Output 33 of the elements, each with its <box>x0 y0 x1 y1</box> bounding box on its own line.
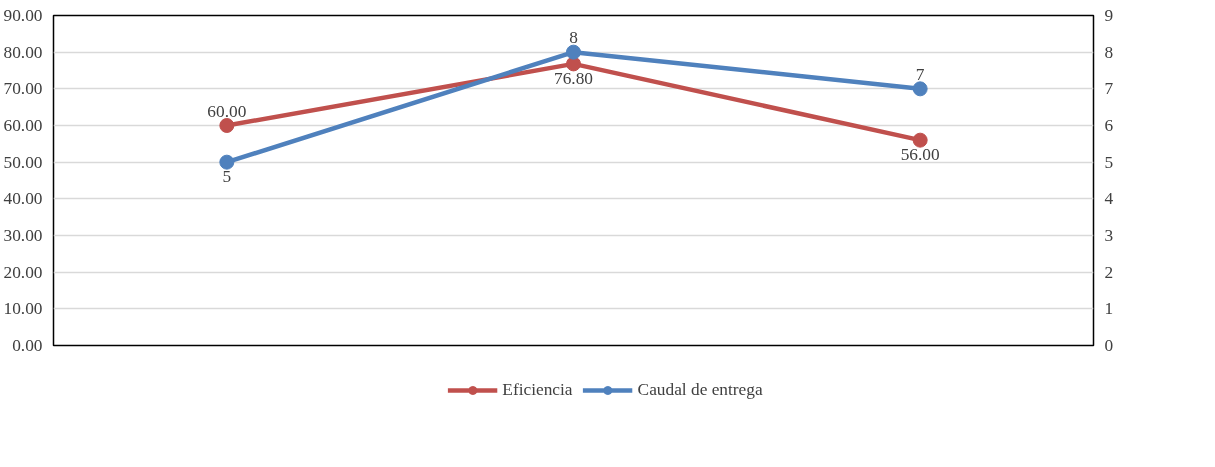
y-tick-label: 90.00 <box>3 6 43 25</box>
y-tick-label: 0.00 <box>12 336 43 355</box>
data-label: 56.00 <box>900 145 940 165</box>
y2-tick-label: 7 <box>1104 79 1114 99</box>
point <box>219 154 235 170</box>
legend-label: Eficiencia <box>502 380 573 400</box>
y2-tick-label: 3 <box>1104 226 1114 245</box>
point <box>912 81 928 97</box>
y-tick-label: 10.00 <box>3 299 43 319</box>
data-label: 7 <box>915 64 925 84</box>
data-label: 5 <box>222 167 232 187</box>
point <box>566 44 581 60</box>
data-label: 60.00 <box>207 101 247 121</box>
y2-tick-label: 5 <box>1104 152 1114 172</box>
y-tick-label: 50.00 <box>3 152 43 172</box>
y2-tick-label: 9 <box>1104 6 1114 25</box>
y2-tick-label: 2 <box>1104 262 1114 282</box>
point <box>219 118 235 133</box>
point <box>912 132 928 148</box>
y-tick-label: 20.00 <box>3 262 43 282</box>
y2-tick-label: 4 <box>1104 189 1114 209</box>
y2-tick-label: 0 <box>1104 336 1114 355</box>
y-tick-label: 80.00 <box>3 42 43 62</box>
y-tick-label: 40.00 <box>3 189 43 209</box>
y2-tick-label: 6 <box>1104 116 1114 135</box>
data-label: 76.80 <box>554 68 594 88</box>
y2-tick-label: 8 <box>1104 42 1114 62</box>
y-tick-label: 70.00 <box>3 79 43 99</box>
data-label: 8 <box>569 28 578 48</box>
legend-label: Caudal de entrega <box>637 380 763 400</box>
y2-tick-label: 1 <box>1104 299 1114 319</box>
y-tick-label: 60.00 <box>3 116 43 135</box>
y-tick-label: 30.00 <box>3 226 43 245</box>
